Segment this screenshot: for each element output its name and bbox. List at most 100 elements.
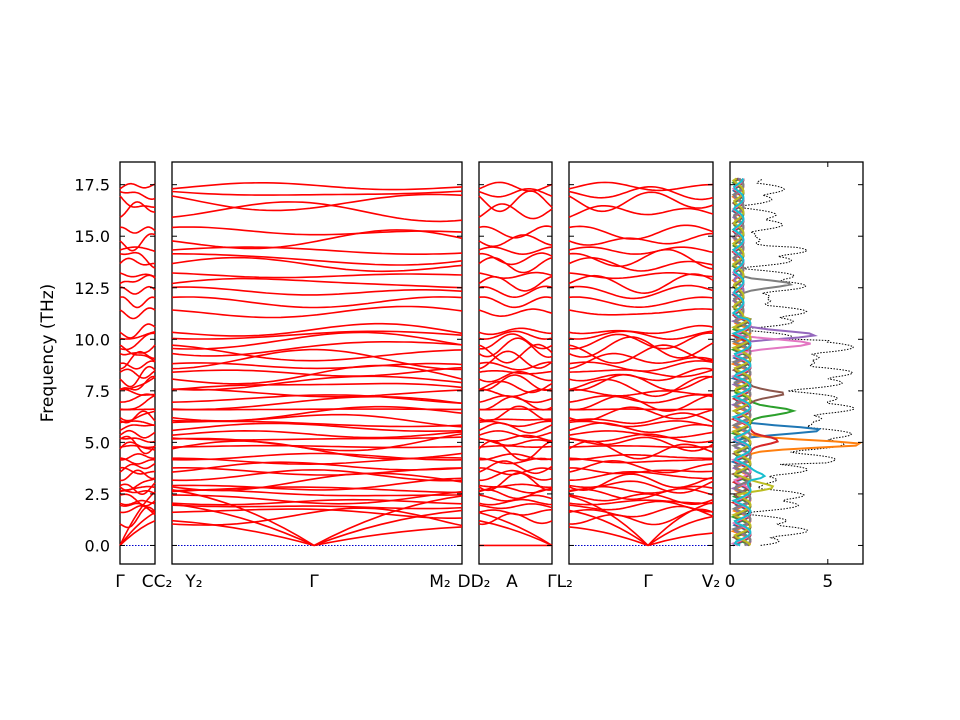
phonon-band — [119, 506, 156, 529]
phonon-band — [478, 469, 553, 482]
phonon-band — [172, 253, 463, 266]
phonon-band — [478, 333, 553, 350]
phonon-band — [478, 350, 553, 370]
y-tick-label: 0.0 — [85, 536, 110, 555]
k-point-label: V₂ — [702, 572, 720, 592]
projected-dos-curve — [731, 178, 767, 547]
phonon-band — [119, 502, 155, 513]
phonon-band — [119, 365, 156, 388]
y-tick-label: 15.0 — [74, 227, 110, 246]
phonon-band — [568, 459, 714, 474]
phonon-band — [568, 224, 714, 240]
phonon-band — [171, 229, 463, 250]
phonon-band — [171, 296, 463, 309]
phonon-band — [171, 305, 463, 319]
phonon-band — [119, 424, 155, 432]
phonon-band — [119, 435, 156, 455]
phonon-band — [119, 469, 156, 482]
phonon-band — [478, 471, 553, 492]
phonon-band — [478, 225, 553, 239]
y-axis-label: Frequency (THz) — [38, 284, 58, 423]
phonon-band — [171, 193, 463, 212]
phonon-band — [568, 487, 714, 501]
acoustic-branch — [171, 503, 315, 547]
dos-frame — [729, 161, 864, 565]
phonon-band — [119, 493, 156, 507]
phonon-band — [478, 494, 553, 502]
phonon-band — [171, 341, 463, 357]
phonon-band — [569, 467, 714, 475]
y-tick-label: 17.5 — [74, 176, 110, 195]
phonon-band — [119, 420, 156, 427]
phonon-band — [568, 332, 714, 350]
phonon-band — [568, 393, 714, 404]
k-point-label: M₂ — [429, 572, 450, 592]
phonon-band — [171, 477, 463, 491]
phonon-band — [478, 285, 553, 298]
axis-labels: Frequency (THz) — [38, 284, 58, 423]
phonon-band — [171, 226, 463, 236]
phonon-band — [478, 296, 553, 309]
phonon-band — [171, 330, 463, 340]
phonon-band — [568, 246, 714, 255]
dos-x-tick-label: 0 — [725, 572, 736, 592]
phonon-band — [119, 272, 156, 278]
phonon-band — [478, 445, 553, 448]
phonon-band — [119, 429, 156, 439]
phonon-band — [478, 503, 553, 510]
phonon-band — [478, 380, 553, 394]
phonon-band — [478, 434, 553, 442]
phonon-band — [568, 436, 714, 452]
phonon-band — [568, 181, 714, 192]
phonon-band — [478, 422, 553, 434]
phonon-band — [478, 181, 553, 192]
phonon-band — [478, 275, 553, 292]
phonon-band — [171, 405, 463, 422]
acoustic-branch — [647, 532, 714, 547]
k-point-label: ΓL₂ — [547, 572, 573, 592]
phonon-band — [478, 330, 553, 340]
phonon-band — [119, 251, 156, 269]
phonon-band — [568, 248, 714, 270]
phonon-band — [568, 191, 714, 213]
phonon-band — [119, 307, 156, 320]
phonon-band — [171, 429, 463, 439]
band-panel-2 — [171, 161, 463, 565]
phonon-band — [478, 271, 553, 280]
phonon-band — [119, 482, 156, 495]
k-point-label: DD₂ — [458, 572, 491, 592]
phonon-band — [478, 190, 553, 213]
phonon-band — [568, 232, 714, 246]
phonon-band — [171, 444, 463, 449]
phonon-band — [568, 457, 714, 464]
phonon-band — [568, 336, 714, 359]
k-point-label: Γ — [309, 572, 319, 592]
phonon-band — [171, 498, 463, 506]
phonon-band — [171, 486, 463, 494]
phonon-band — [119, 410, 156, 422]
phonon-band — [478, 509, 552, 516]
k-point-label: Γ — [115, 572, 125, 592]
phonon-band — [171, 331, 463, 350]
phonon-band — [119, 233, 156, 252]
phonon-band — [568, 408, 713, 411]
phonon-band — [171, 440, 463, 460]
acoustic-branch — [478, 519, 553, 547]
phonon-band — [119, 344, 156, 356]
phonon-band — [478, 252, 553, 266]
phonon-band — [171, 433, 463, 452]
band-panel-1 — [119, 161, 156, 565]
phonon-band — [568, 375, 714, 398]
y-tick-label: 2.5 — [85, 485, 110, 504]
phonon-band — [478, 395, 553, 404]
band-panel-4 — [568, 161, 714, 565]
phonon-band — [119, 437, 156, 443]
phonon-band — [171, 322, 463, 337]
phonon-band — [119, 466, 155, 475]
phonon-band — [119, 190, 156, 200]
phonon-band — [119, 296, 156, 309]
acoustic-branch — [171, 519, 315, 547]
phonon-band — [171, 190, 463, 196]
